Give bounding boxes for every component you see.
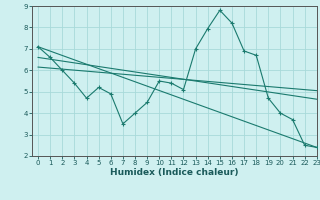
X-axis label: Humidex (Indice chaleur): Humidex (Indice chaleur) [110, 168, 239, 177]
